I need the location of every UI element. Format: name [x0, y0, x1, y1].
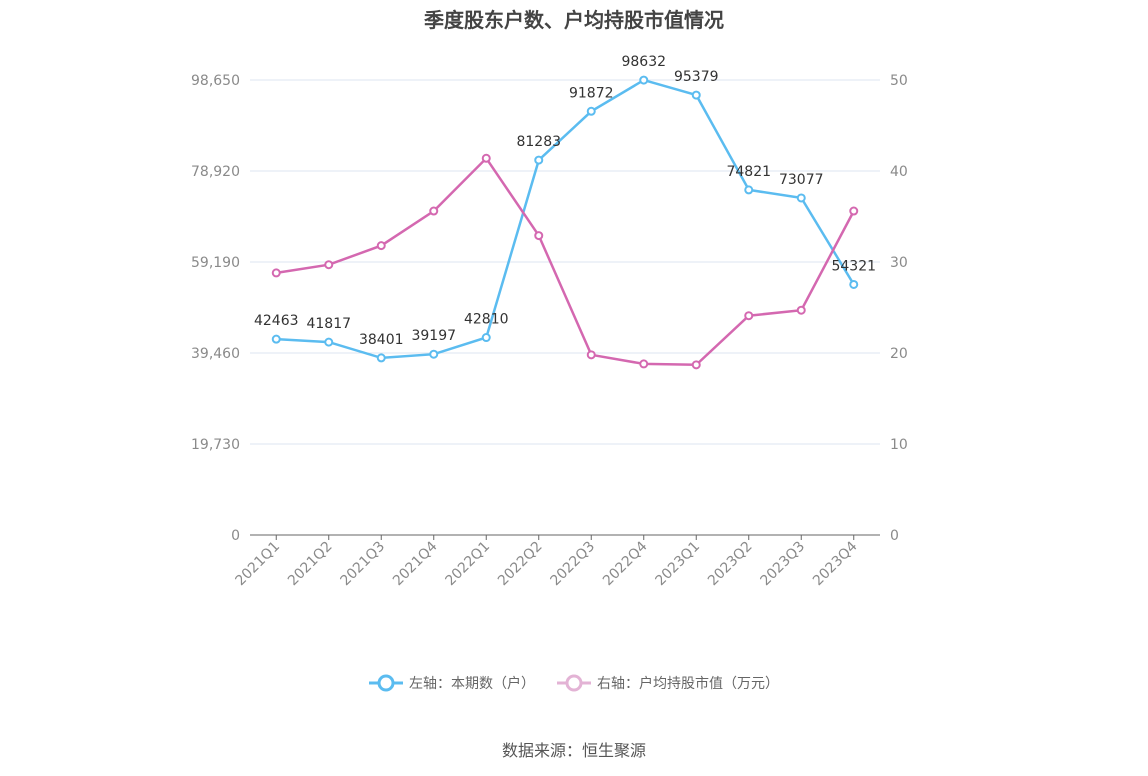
- y-left-tick-label: 19,730: [191, 437, 240, 453]
- data-point-right: [271, 268, 281, 278]
- x-tick-label: 2022Q1: [442, 539, 493, 590]
- data-label-left: 42810: [464, 312, 509, 328]
- series-line-left: [276, 78, 855, 360]
- legend-item-right-series[interactable]: 右轴：户均持股市值（万元）: [557, 673, 779, 693]
- y-left-tick-label: 59,190: [191, 255, 240, 271]
- data-point-left: [691, 90, 701, 100]
- line-chart: 0 0 19,730 10 39,460 20 59,190 30 78,920 40 98,650…: [191, 54, 908, 590]
- chart-title: 季度股东户数、户均持股市值情况: [424, 8, 724, 32]
- legend-item-left-series[interactable]: 左轴：本期数（户）: [369, 673, 535, 693]
- data-point-right: [534, 231, 544, 241]
- data-point-right: [691, 360, 701, 370]
- series-line-right: [276, 156, 855, 367]
- data-point-left: [481, 333, 491, 343]
- data-labels: 42463 41817 38401 39197 42810 81283 91872 98632…: [254, 54, 876, 348]
- data-point-right: [324, 260, 334, 270]
- data-label-left: 38401: [359, 332, 404, 348]
- legend-label-right: 右轴：户均持股市值（万元）: [597, 676, 779, 692]
- legend: 左轴：本期数（户） 右轴：户均持股市值（万元）: [0, 673, 1148, 693]
- y-right-tick-label: 10: [890, 437, 908, 453]
- y-right-tick-label: 30: [890, 255, 908, 271]
- data-label-left: 42463: [254, 313, 299, 329]
- data-point-right: [376, 241, 386, 251]
- y-right-tick-label: 40: [890, 164, 908, 180]
- x-tick-label: 2022Q2: [495, 539, 546, 590]
- x-tick-label: 2021Q1: [232, 539, 283, 590]
- y-right-tick-label: 20: [890, 346, 908, 362]
- y-left-tick-label: 0: [231, 528, 240, 544]
- series-lines: [276, 78, 855, 367]
- x-tick-label: 2021Q4: [390, 538, 441, 589]
- y-right-tick-label: 50: [890, 73, 908, 89]
- data-label-left: 41817: [306, 316, 351, 332]
- data-source: 数据来源：恒生聚源: [501, 741, 646, 760]
- data-label-left: 74821: [726, 164, 771, 180]
- data-point-left: [376, 353, 386, 363]
- y-left-tick-label: 98,650: [191, 73, 240, 89]
- data-point-right: [796, 305, 806, 315]
- y-right-tick-label: 0: [890, 528, 899, 544]
- y-left-tick-label: 78,920: [191, 164, 240, 180]
- series-points: [271, 75, 859, 370]
- data-point-left: [534, 155, 544, 165]
- data-point-left: [271, 334, 281, 344]
- data-point-right: [849, 206, 859, 216]
- data-label-left: 95379: [674, 69, 719, 85]
- data-label-left: 81283: [516, 134, 561, 150]
- data-point-right: [744, 311, 754, 321]
- data-point-left: [849, 279, 859, 289]
- legend-marker-right-icon: [557, 674, 591, 692]
- y-left-tick-label: 39,460: [191, 346, 240, 362]
- data-point-right: [429, 206, 439, 216]
- data-point-right: [481, 153, 491, 163]
- legend-marker-left-icon: [369, 674, 403, 692]
- x-tick-label: 2023Q4: [810, 538, 861, 589]
- data-point-left: [429, 349, 439, 359]
- x-tick-label: 2022Q3: [547, 539, 598, 590]
- x-tick-label: 2023Q3: [757, 539, 808, 590]
- data-label-left: 98632: [621, 54, 666, 70]
- data-label-left: 39197: [411, 328, 456, 344]
- data-label-left: 54321: [831, 258, 876, 274]
- data-point-left: [639, 75, 649, 85]
- x-tick-label: 2023Q2: [705, 539, 756, 590]
- data-label-left: 91872: [569, 85, 614, 101]
- data-point-left: [586, 106, 596, 116]
- data-point-left: [324, 337, 334, 347]
- data-label-left: 73077: [779, 172, 824, 188]
- x-tick-label: 2023Q1: [652, 539, 703, 590]
- grid-lines: [250, 79, 880, 445]
- x-tick-label: 2021Q2: [285, 539, 336, 590]
- x-tick-label: 2021Q3: [337, 539, 388, 590]
- data-point-left: [744, 185, 754, 195]
- data-point-left: [796, 193, 806, 203]
- data-point-right: [639, 359, 649, 369]
- legend-label-left: 左轴：本期数（户）: [409, 676, 535, 692]
- x-tick-label: 2022Q4: [600, 538, 651, 589]
- data-point-right: [586, 350, 596, 360]
